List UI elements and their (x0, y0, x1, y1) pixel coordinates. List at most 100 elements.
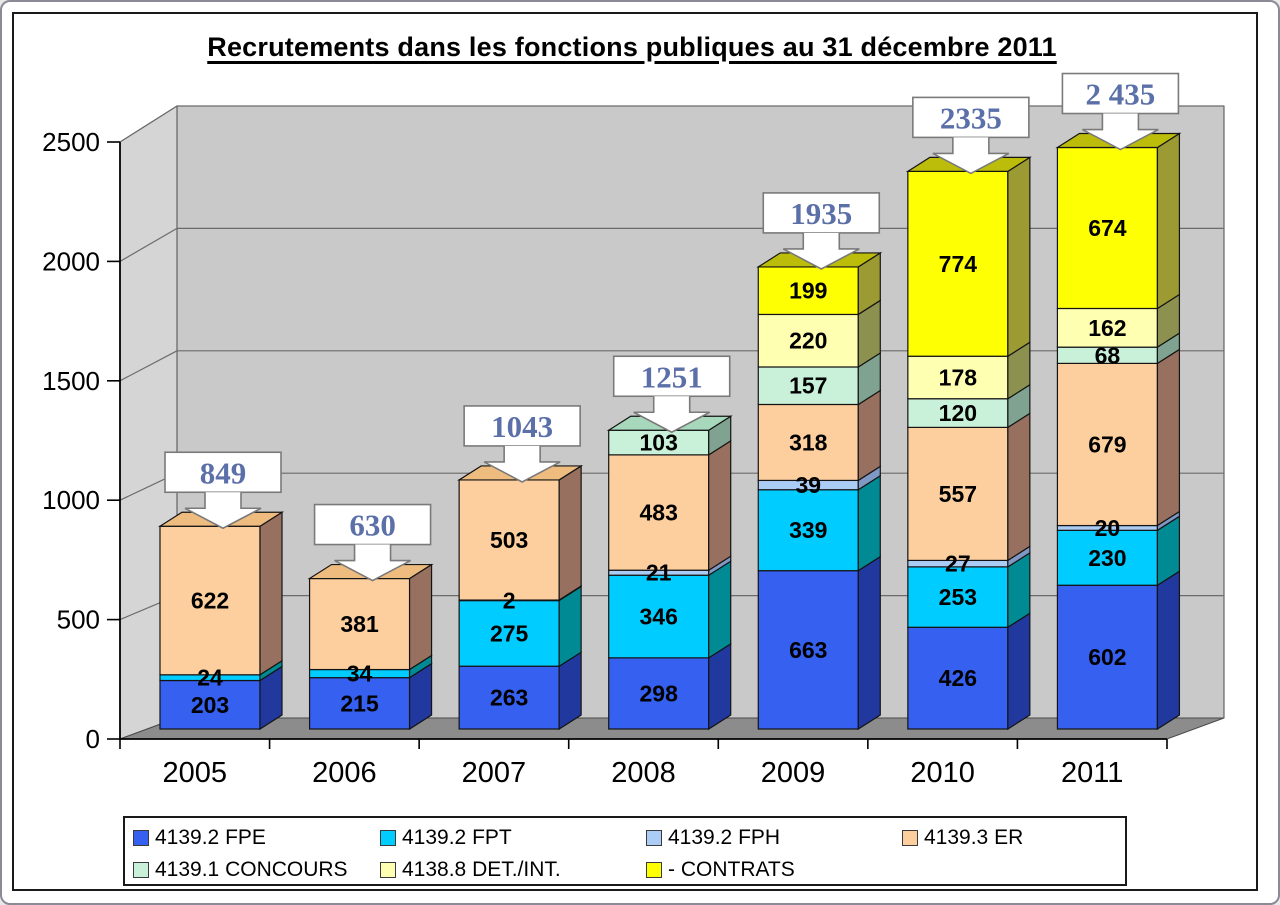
bar-segment-front (757, 366, 859, 406)
x-category-label: 2005 (163, 757, 228, 789)
bar-segment-front (308, 677, 411, 730)
total-callout-box (463, 405, 581, 447)
total-callout-arrow (932, 137, 1010, 175)
bar-segment-front (608, 574, 710, 659)
bar-segment-front (308, 577, 411, 671)
bar-segment-front (159, 525, 261, 676)
total-callout-arrow (483, 445, 561, 483)
legend-swatch (133, 830, 149, 846)
bar-segment-side (708, 560, 732, 659)
segment-value-label: 39 (795, 472, 821, 498)
segment-value-label: 339 (789, 517, 827, 543)
segment-value-label: 503 (490, 527, 528, 553)
gridline-left-wall (119, 350, 178, 382)
legend-swatch (380, 862, 396, 878)
bar-segment-front (907, 398, 1009, 428)
segment-value-label: 162 (1088, 315, 1126, 341)
legend-item: 4139.2 FPT (380, 826, 512, 852)
x-category-label: 2006 (312, 757, 377, 789)
segment-value-label: 230 (1088, 545, 1126, 571)
bar-segment-side (1007, 412, 1031, 562)
segment-value-label: 602 (1088, 644, 1126, 670)
bar-segment-side (259, 511, 283, 676)
total-callout-value: 1935 (790, 196, 852, 231)
legend-label: - CONTRATS (668, 858, 795, 881)
bar-segment-front (907, 626, 1009, 730)
y-tick-label: 0 (86, 724, 100, 754)
segment-value-label: 483 (640, 500, 678, 526)
total-callout-box (1061, 72, 1180, 115)
bar-segment-front (757, 570, 859, 730)
bar-segment-front (608, 657, 710, 730)
legend-label: 4139.2 FPT (402, 826, 512, 849)
bar-segment-side (857, 389, 881, 482)
segment-value-label: 68 (1095, 342, 1121, 368)
legend-item: 4139.3 ER (902, 826, 1023, 852)
legend-swatch (133, 862, 149, 878)
segment-value-label: 215 (340, 690, 379, 716)
segment-value-label: 103 (640, 430, 678, 456)
x-category-label: 2010 (910, 757, 975, 789)
segment-value-label: 21 (646, 560, 672, 586)
segment-value-label: 622 (191, 588, 229, 614)
legend: 4139.2 FPE 4139.2 FPT 4139.2 FPH 4139.3 ER 4… (123, 816, 1127, 886)
segment-value-label: 318 (789, 429, 828, 455)
segment-value-label: 263 (490, 685, 528, 711)
total-callout-arrow (633, 396, 711, 434)
bar-segment-front (1056, 362, 1159, 527)
segment-value-label: 2 (503, 587, 516, 613)
bar-segment-front (458, 665, 560, 730)
chart-title: Recrutements dans les fonctions publique… (207, 32, 1057, 62)
legend-label: 4139.1 CONCOURS (155, 858, 348, 881)
legend-swatch (646, 862, 662, 878)
bar-segment-side (708, 439, 732, 572)
segment-value-label: 774 (939, 251, 978, 277)
bar-segment-side (408, 563, 433, 671)
segment-value-label: 381 (340, 611, 379, 637)
y-tick-label: 2000 (42, 246, 100, 276)
x-category-label: 2007 (462, 757, 527, 789)
segment-value-label: 203 (191, 692, 229, 718)
bar-segment-front (1056, 146, 1159, 310)
total-callout-value: 630 (349, 508, 396, 543)
legend-label: 4139.3 ER (924, 826, 1024, 849)
segment-value-label: 27 (945, 551, 971, 577)
legend-swatch (646, 830, 662, 846)
legend-label: 4139.2 FPE (155, 826, 266, 849)
total-callout-arrow (184, 492, 262, 530)
y-tick-label: 1000 (42, 485, 100, 515)
bar-segment-front (608, 454, 710, 571)
total-callout-box (912, 96, 1030, 139)
legend-item: 4139.1 CONCOURS (133, 858, 348, 884)
bar-segment-front (1056, 584, 1159, 730)
legend-item: 4138.8 DET./INT. (380, 858, 561, 884)
bar-segment-side (558, 464, 582, 602)
total-callout-value: 2335 (940, 100, 1002, 135)
total-callout-value: 1251 (641, 359, 703, 394)
bar-segment-side (857, 555, 881, 731)
total-callout-arrow (782, 232, 860, 270)
segment-value-label: 157 (789, 373, 827, 399)
y-tick-label: 500 (57, 605, 100, 635)
bar-segment-front (458, 599, 560, 667)
bar-segment-side (708, 642, 732, 731)
bar-segment-front (458, 479, 560, 601)
bar-segment-side (1156, 132, 1181, 310)
segment-value-label: 663 (789, 637, 827, 663)
bar-segment-side (1156, 348, 1181, 527)
segment-value-label: 346 (640, 604, 678, 630)
legend-label: 4138.8 DET./INT. (402, 858, 561, 881)
segment-value-label: 275 (490, 620, 529, 646)
bar-segment-side (1007, 156, 1031, 358)
total-callout-box (313, 503, 432, 546)
segment-value-label: 253 (939, 584, 977, 610)
segment-value-label: 674 (1088, 215, 1127, 241)
segment-value-label: 199 (789, 278, 827, 304)
segment-value-label: 20 (1095, 515, 1121, 541)
total-callout-arrow (1082, 113, 1159, 151)
total-callout-box (612, 355, 731, 398)
total-callout-value: 2 435 (1086, 77, 1156, 112)
segment-value-label: 220 (789, 328, 827, 354)
x-category-label: 2011 (1061, 757, 1123, 789)
